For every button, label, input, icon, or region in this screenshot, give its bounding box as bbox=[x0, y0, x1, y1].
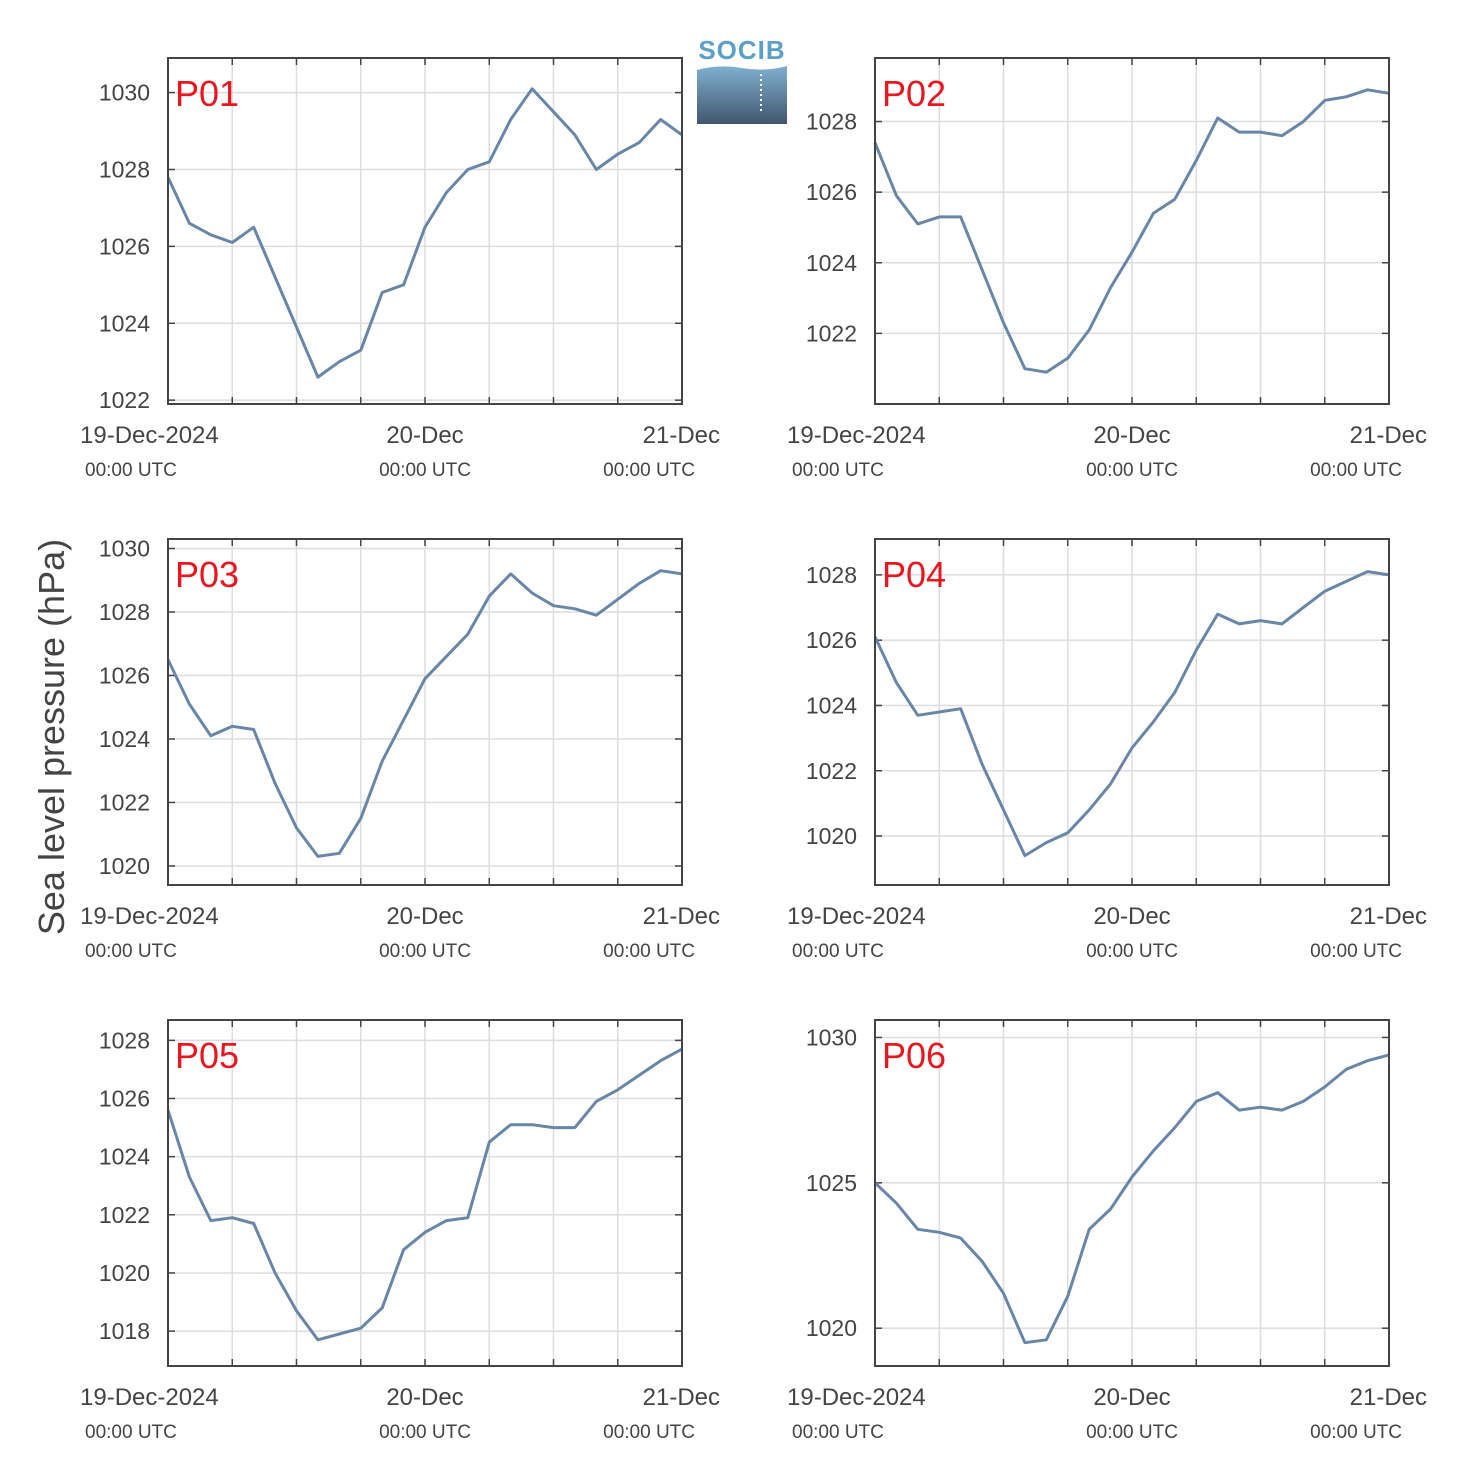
y-tick-label: 1024 bbox=[99, 726, 150, 752]
x-tick-label-date: 19-Dec-2024 bbox=[80, 903, 219, 930]
y-tick-label: 1020 bbox=[99, 853, 150, 879]
series-line bbox=[873, 88, 1390, 374]
x-tick-label-date: 21-Dec bbox=[643, 422, 720, 449]
y-tick-label: 1025 bbox=[806, 1170, 857, 1196]
plot-frame bbox=[874, 1019, 1390, 1367]
y-tick-label: 1022 bbox=[806, 758, 857, 784]
x-tick-label-date: 19-Dec-2024 bbox=[787, 1384, 926, 1411]
logo-icon bbox=[697, 66, 787, 124]
x-tick-label-time: 00:00 UTC bbox=[792, 1422, 884, 1443]
series-line bbox=[166, 1047, 683, 1342]
y-tick-label: 1030 bbox=[806, 1024, 857, 1050]
x-tick-label-time: 00:00 UTC bbox=[603, 460, 695, 481]
x-tick-label-time: 00:00 UTC bbox=[85, 1422, 177, 1443]
logo-text: SOCIB bbox=[698, 35, 786, 65]
x-tick-label-time: 00:00 UTC bbox=[1310, 460, 1402, 481]
y-tick-label: 1020 bbox=[806, 1315, 857, 1341]
x-tick-label-time: 00:00 UTC bbox=[603, 1422, 695, 1443]
y-tick-label: 1026 bbox=[806, 627, 857, 653]
x-tick-label-date: 20-Dec bbox=[386, 1384, 463, 1411]
y-tick-label: 1026 bbox=[806, 179, 857, 205]
x-tick-label-date: 20-Dec bbox=[1093, 1384, 1170, 1411]
x-tick-label-time: 00:00 UTC bbox=[379, 460, 471, 481]
y-tick-label: 1022 bbox=[99, 387, 150, 413]
y-tick-label: 1024 bbox=[99, 310, 150, 336]
x-tick-label-date: 20-Dec bbox=[1093, 903, 1170, 930]
series-line bbox=[873, 570, 1390, 858]
y-axis-label: Sea level pressure (hPa) bbox=[31, 538, 72, 936]
panel-p06: 1020 1025 1030 P06 19-Dec-2024 00:00 UTC 20-De… bbox=[787, 1019, 1427, 1443]
y-tick-label: 1030 bbox=[99, 536, 150, 562]
x-tick-label-time: 00:00 UTC bbox=[792, 941, 884, 962]
x-tick-label-time: 00:00 UTC bbox=[1310, 941, 1402, 962]
x-tick-label-date: 20-Dec bbox=[386, 422, 463, 449]
y-tick-label: 1024 bbox=[99, 1144, 150, 1170]
x-tick-label-time: 00:00 UTC bbox=[792, 460, 884, 481]
panel-title: P01 bbox=[175, 73, 239, 114]
x-tick-label-date: 19-Dec-2024 bbox=[80, 422, 219, 449]
panel-title: P06 bbox=[882, 1035, 946, 1076]
plot-frame bbox=[167, 538, 683, 886]
y-tick-label: 1024 bbox=[806, 692, 857, 718]
y-tick-label: 1026 bbox=[99, 662, 150, 688]
plot-frame bbox=[167, 57, 683, 405]
x-tick-label-time: 00:00 UTC bbox=[603, 941, 695, 962]
x-tick-label-date: 21-Dec bbox=[643, 1384, 720, 1411]
panel-p01: 1022 1024 1026 1028 1030 P01 19-Dec-2024 00:00 … bbox=[80, 57, 720, 481]
x-tick-label-date: 19-Dec-2024 bbox=[787, 422, 926, 449]
plot-frame bbox=[874, 57, 1390, 405]
y-tick-label: 1028 bbox=[99, 599, 150, 625]
y-tick-label: 1024 bbox=[806, 250, 857, 276]
panel-title: P03 bbox=[175, 554, 239, 595]
y-tick-label: 1020 bbox=[99, 1260, 150, 1286]
x-tick-label-date: 20-Dec bbox=[386, 903, 463, 930]
x-tick-label-time: 00:00 UTC bbox=[379, 941, 471, 962]
y-tick-label: 1022 bbox=[806, 320, 857, 346]
y-tick-label: 1020 bbox=[806, 823, 857, 849]
x-tick-label-date: 21-Dec bbox=[1350, 422, 1427, 449]
plot-frame bbox=[167, 1019, 683, 1367]
series-line bbox=[166, 87, 683, 379]
y-tick-label: 1026 bbox=[99, 233, 150, 259]
panel-title: P04 bbox=[882, 554, 946, 595]
panel-p05: 1018 1020 1022 1024 1026 1028 P05 19-Dec-2024 00… bbox=[80, 1019, 720, 1443]
x-tick-label-time: 00:00 UTC bbox=[1310, 1422, 1402, 1443]
x-tick-label-date: 20-Dec bbox=[1093, 422, 1170, 449]
x-tick-label-time: 00:00 UTC bbox=[85, 941, 177, 962]
x-tick-label-date: 21-Dec bbox=[643, 903, 720, 930]
panel-title: P05 bbox=[175, 1035, 239, 1076]
y-tick-label: 1026 bbox=[99, 1086, 150, 1112]
y-tick-label: 1022 bbox=[99, 1202, 150, 1228]
x-tick-label-time: 00:00 UTC bbox=[379, 1422, 471, 1443]
socib-logo: SOCIB bbox=[697, 36, 787, 124]
x-tick-label-date: 19-Dec-2024 bbox=[80, 1384, 219, 1411]
y-tick-label: 1022 bbox=[99, 789, 150, 815]
y-tick-label: 1028 bbox=[99, 156, 150, 182]
y-tick-label: 1028 bbox=[99, 1027, 150, 1053]
series-line bbox=[873, 1053, 1390, 1345]
x-tick-label-time: 00:00 UTC bbox=[1086, 460, 1178, 481]
x-tick-label-time: 00:00 UTC bbox=[1086, 1422, 1178, 1443]
x-tick-label-date: 19-Dec-2024 bbox=[787, 903, 926, 930]
x-tick-label-date: 21-Dec bbox=[1350, 1384, 1427, 1411]
panel-p03: 1020 1022 1024 1026 1028 1030 P03 19-Dec-2024 00… bbox=[80, 536, 720, 962]
x-tick-label-time: 00:00 UTC bbox=[85, 460, 177, 481]
series-line bbox=[166, 569, 683, 858]
plot-frame bbox=[874, 538, 1390, 886]
panel-title: P02 bbox=[882, 73, 946, 114]
x-tick-label-date: 21-Dec bbox=[1350, 903, 1427, 930]
y-tick-label: 1018 bbox=[99, 1318, 150, 1344]
panel-p02: 1022 1024 1026 1028 P02 19-Dec-2024 00:00 UTC 2… bbox=[787, 57, 1427, 481]
panel-p04: 1020 1022 1024 1026 1028 P04 19-Dec-2024 00:00 … bbox=[787, 538, 1427, 962]
y-tick-label: 1028 bbox=[806, 109, 857, 135]
y-tick-label: 1030 bbox=[99, 80, 150, 106]
y-tick-label: 1028 bbox=[806, 562, 857, 588]
x-tick-label-time: 00:00 UTC bbox=[1086, 941, 1178, 962]
